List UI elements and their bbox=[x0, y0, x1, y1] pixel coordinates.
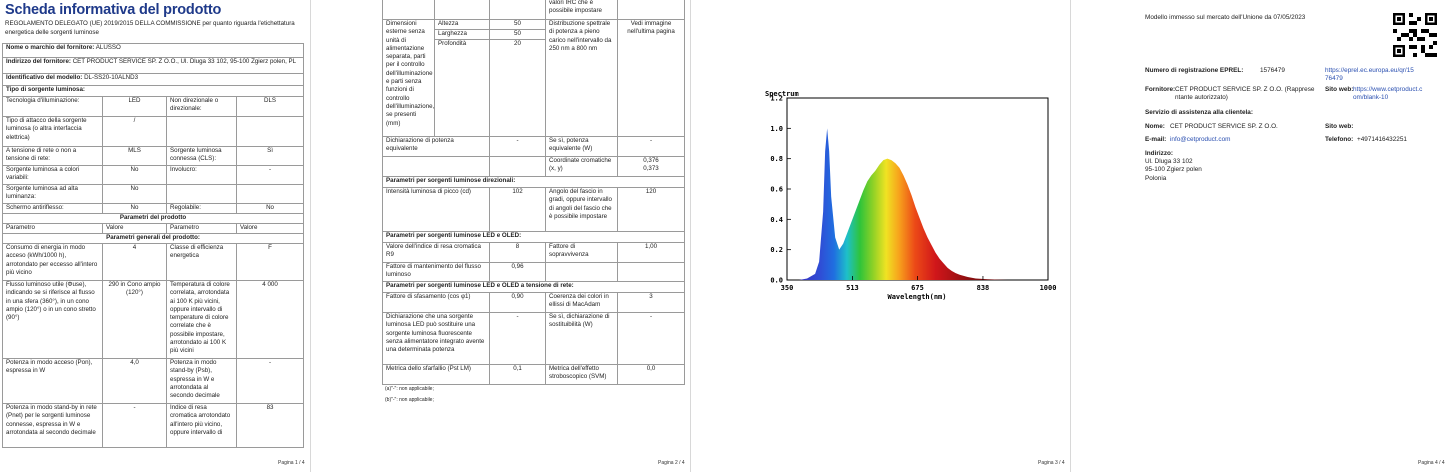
page-number: Pagina 3 / 4 bbox=[1038, 460, 1065, 466]
x-tick-label: 1000 bbox=[1040, 284, 1057, 292]
params-header: Parametri del prodotto bbox=[1, 213, 305, 224]
y-tick-label: 0.0 bbox=[770, 277, 783, 285]
spectrum-chart: 0.0 0.2 0.4 0.6 0.8 1.0 1.2 350 513 675 838 1000 Sp… bbox=[765, 90, 1057, 301]
model-row: Identificativo del modello: DL-SS20-10AL… bbox=[1, 73, 305, 86]
light-type-header: Tipo di sorgente luminosa: bbox=[1, 85, 305, 97]
address-label: Indirizzo: bbox=[1145, 150, 1174, 157]
product-info-table-2: valori IRC che è possibile impostare Dim… bbox=[382, 0, 685, 385]
y-tick-label: 0.2 bbox=[770, 246, 783, 254]
product-info-table: Nome o marchio del fornitore: ALUSSO Ind… bbox=[1, 43, 305, 448]
website-label: Sito web: bbox=[1325, 86, 1354, 93]
supplier-name-row: Nome o marchio del fornitore: ALUSSO bbox=[1, 43, 305, 58]
general-params-header: Parametri generali del prodotto: bbox=[1, 233, 305, 244]
y-tick-label: 0.6 bbox=[770, 186, 783, 194]
name-label: Nome: bbox=[1145, 123, 1165, 130]
website2-label: Sito web: bbox=[1325, 123, 1354, 130]
document-title: Scheda informativa del prodotto bbox=[5, 2, 222, 18]
supplier-label: Fornitore: bbox=[1145, 86, 1176, 93]
email-label: E-mail: bbox=[1145, 136, 1167, 143]
supplier-address-row: Indirizzo del fornitore: CET PRODUCT SER… bbox=[1, 57, 305, 74]
spectrum-area bbox=[787, 128, 1048, 280]
eprel-link[interactable]: https://eprel.ec.europa.eu/qr/15 76479 bbox=[1325, 67, 1414, 83]
page-edge bbox=[310, 0, 311, 472]
mains-header: Parametri per sorgenti luminose LED e OL… bbox=[382, 281, 685, 293]
qr-code-icon bbox=[1393, 13, 1437, 57]
x-tick-label: 513 bbox=[846, 284, 859, 292]
page-4: Modello immesso sul mercato dell'Unione … bbox=[1140, 0, 1445, 472]
phone-label: Telefono: bbox=[1325, 136, 1354, 143]
y-tick-label: 1.0 bbox=[770, 125, 783, 133]
page-number: Pagina 1 / 4 bbox=[278, 460, 305, 466]
email-link[interactable]: info@cetproduct.com bbox=[1170, 136, 1231, 143]
x-tick-label: 675 bbox=[911, 284, 924, 292]
footnote-b: (b)"-": non applicabile; bbox=[385, 397, 434, 403]
address-value: Ul. Dluga 33 102 95-100 Zgierz polen Polon… bbox=[1145, 158, 1202, 182]
led-header: Parametri per sorgenti luminose LED e OL… bbox=[382, 231, 685, 243]
customer-service-label: Servizio di assistenza alla clientela: bbox=[1145, 109, 1253, 116]
name-value: CET PRODUCT SERVICE SP. Z O.O. bbox=[1170, 123, 1278, 130]
directional-header: Parametri per sorgenti luminose direzion… bbox=[382, 176, 685, 188]
page-edge bbox=[1070, 0, 1071, 472]
x-tick-label: 350 bbox=[781, 284, 794, 292]
supplier-value: CET PRODUCT SERVICE SP. Z O.O. (Rappresе… bbox=[1175, 86, 1315, 102]
x-tick-label: 838 bbox=[977, 284, 990, 292]
chart-title: Spectrum bbox=[765, 90, 799, 98]
page-number: Pagina 2 / 4 bbox=[658, 460, 685, 466]
y-tick-label: 0.8 bbox=[770, 155, 783, 163]
y-tick-label: 1.2 bbox=[770, 95, 783, 103]
eprel-label: Numero di registrazione EPREL: bbox=[1145, 67, 1244, 74]
website-link[interactable]: https://www.cetproduct.c om/blank-10 bbox=[1353, 86, 1423, 102]
x-axis-label: Wavelength(nm) bbox=[887, 293, 946, 301]
market-date: Modello immesso sul mercato dell'Unione … bbox=[1145, 14, 1306, 21]
footnote-a: (a)"-": non applicabile; bbox=[385, 386, 434, 392]
eprel-number: 1576479 bbox=[1260, 67, 1285, 74]
page-2: valori IRC che è possibile impostare Dim… bbox=[380, 0, 690, 472]
regulation-text: REGOLAMENTO DELEGATO (UE) 2019/2015 DELL… bbox=[5, 20, 295, 36]
page-edge bbox=[690, 0, 691, 472]
y-tick-label: 0.4 bbox=[770, 216, 783, 224]
page-1: Scheda informativa del prodotto REGOLAME… bbox=[0, 0, 310, 472]
page-3: 0.0 0.2 0.4 0.6 0.8 1.0 1.2 350 513 675 838 1000 Sp… bbox=[760, 0, 1070, 472]
phone-value: +4971416432251 bbox=[1357, 136, 1407, 143]
page-number: Pagina 4 / 4 bbox=[1418, 460, 1445, 466]
